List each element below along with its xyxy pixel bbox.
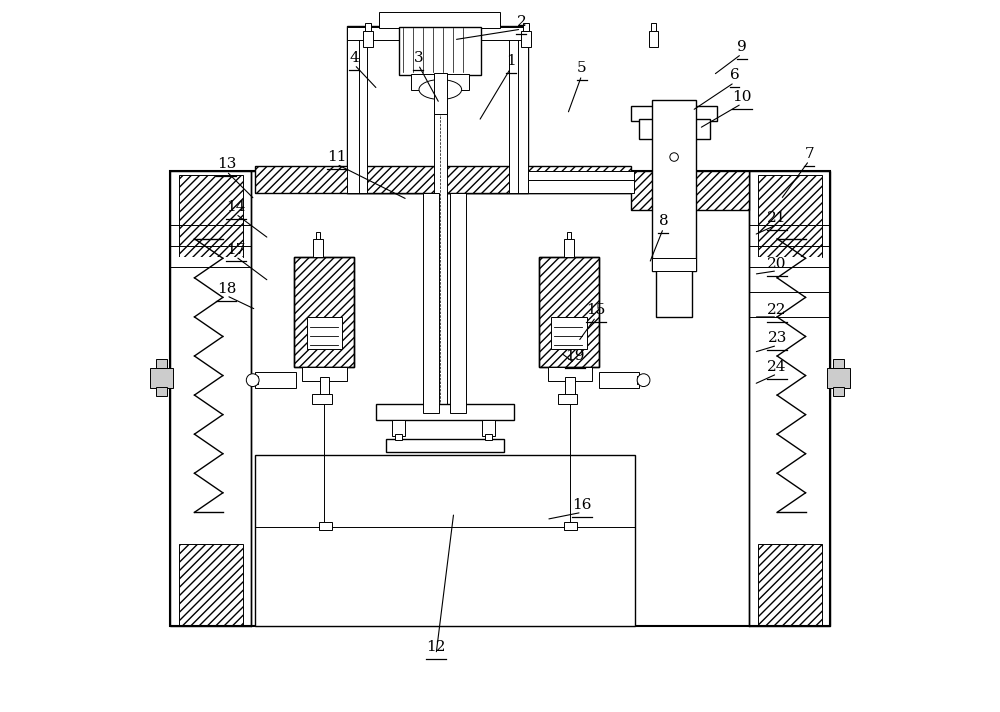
Text: 15: 15 <box>586 303 606 317</box>
Text: 23: 23 <box>767 331 787 345</box>
Bar <box>379 12 500 28</box>
Bar <box>450 192 466 413</box>
Bar <box>509 26 528 192</box>
Bar <box>347 27 528 40</box>
Bar <box>523 23 529 31</box>
Bar <box>827 368 850 388</box>
Bar <box>631 172 749 210</box>
Bar <box>248 376 258 384</box>
Bar <box>758 544 822 626</box>
Text: 5: 5 <box>577 61 587 75</box>
Bar <box>652 258 696 271</box>
Bar <box>255 456 635 626</box>
Bar <box>316 231 320 239</box>
Text: 13: 13 <box>217 157 236 172</box>
Text: 24: 24 <box>767 360 787 374</box>
Bar <box>386 439 504 452</box>
Bar <box>320 377 329 395</box>
Bar <box>564 239 574 256</box>
Bar <box>395 434 402 440</box>
Bar <box>392 420 405 436</box>
Bar <box>294 256 354 367</box>
Bar <box>411 74 469 90</box>
Bar <box>649 31 658 47</box>
Bar <box>758 256 822 544</box>
Text: 3: 3 <box>413 51 423 65</box>
Bar <box>528 172 634 179</box>
Bar <box>156 387 167 396</box>
Bar <box>833 359 844 368</box>
Bar <box>150 368 173 388</box>
Bar <box>319 522 332 530</box>
Bar <box>363 31 373 47</box>
Bar <box>347 26 367 192</box>
Bar <box>376 404 514 420</box>
Bar <box>179 174 243 256</box>
Text: 9: 9 <box>737 40 746 54</box>
Text: 20: 20 <box>767 257 787 271</box>
Bar <box>652 100 696 271</box>
Bar <box>749 172 830 626</box>
Text: 8: 8 <box>659 214 668 228</box>
Bar <box>302 367 347 381</box>
Text: 6: 6 <box>730 68 739 83</box>
Text: 10: 10 <box>732 90 751 104</box>
Bar <box>170 172 251 626</box>
Text: 18: 18 <box>217 282 236 295</box>
Ellipse shape <box>419 80 462 100</box>
Bar <box>399 27 481 75</box>
Bar <box>567 231 571 239</box>
Bar <box>347 26 528 192</box>
Bar <box>313 239 323 256</box>
Bar <box>639 120 710 140</box>
Bar <box>485 434 492 440</box>
Bar <box>255 372 296 388</box>
Bar <box>548 367 592 381</box>
Bar <box>599 372 639 388</box>
Bar <box>294 256 354 367</box>
Text: 17: 17 <box>226 243 245 256</box>
Circle shape <box>637 374 650 387</box>
Text: 7: 7 <box>804 147 814 161</box>
Bar <box>551 317 587 349</box>
Bar <box>565 377 575 395</box>
Bar <box>758 174 822 256</box>
Bar <box>564 522 577 530</box>
Bar <box>631 106 717 122</box>
Bar <box>539 256 599 367</box>
Text: 14: 14 <box>226 200 245 214</box>
Text: 1: 1 <box>506 54 516 68</box>
Bar <box>179 256 243 544</box>
Bar <box>434 73 447 115</box>
Bar <box>521 31 531 47</box>
Bar <box>307 317 342 349</box>
Text: 19: 19 <box>565 349 584 363</box>
Bar <box>179 544 243 626</box>
Text: 12: 12 <box>426 641 446 654</box>
Bar <box>312 394 332 404</box>
Text: 22: 22 <box>767 303 787 317</box>
Text: 2: 2 <box>516 15 526 29</box>
Bar <box>156 359 167 368</box>
Bar <box>482 420 495 436</box>
Bar <box>651 23 656 31</box>
Text: 21: 21 <box>767 211 787 224</box>
Text: 16: 16 <box>572 498 591 513</box>
Circle shape <box>246 374 259 387</box>
Bar <box>255 166 631 192</box>
Text: 11: 11 <box>327 150 346 164</box>
Bar <box>434 43 447 413</box>
Bar <box>637 376 648 384</box>
Bar <box>539 256 599 367</box>
Bar <box>558 394 577 404</box>
Bar <box>170 172 830 626</box>
Bar <box>528 179 634 192</box>
Circle shape <box>670 153 678 162</box>
Bar <box>656 268 692 317</box>
Bar <box>833 387 844 396</box>
Text: 4: 4 <box>349 51 359 65</box>
Bar <box>423 192 439 413</box>
Bar <box>365 23 371 31</box>
